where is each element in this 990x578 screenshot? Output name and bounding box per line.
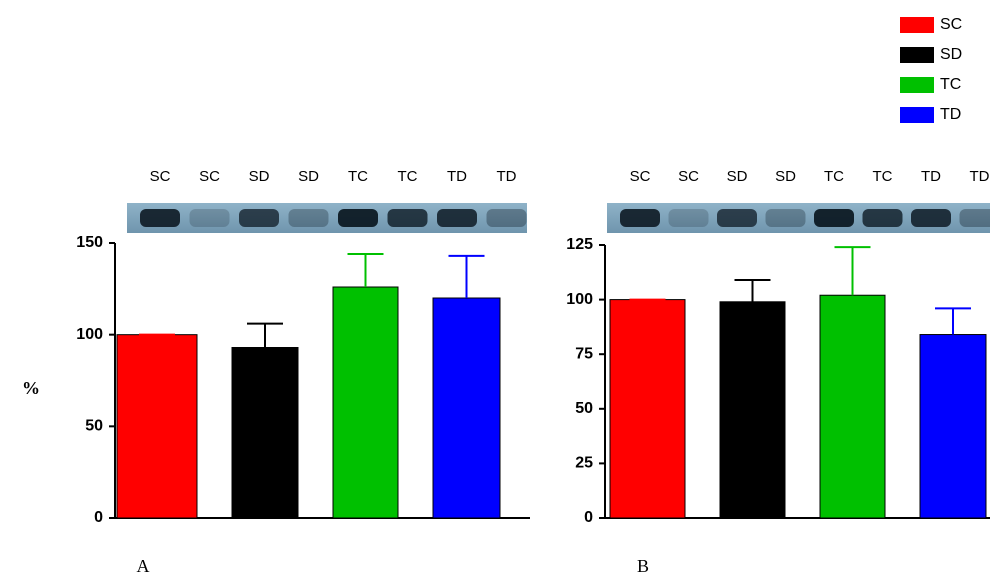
legend-swatch <box>900 17 934 33</box>
y-tick-label: 150 <box>76 234 103 251</box>
figure: SC SD TC TD SC SC SD SD TC TC TD TD 0 50 100 150% A SC SC S… <box>0 0 990 578</box>
panel-label: B <box>637 556 649 576</box>
blot-band <box>620 209 660 227</box>
error-bar <box>348 254 384 287</box>
blot-band <box>437 209 477 227</box>
bar <box>820 295 885 518</box>
legend-label: SC <box>940 16 962 33</box>
bar <box>920 335 986 518</box>
lane-label: TD <box>921 168 941 185</box>
lane-label: TC <box>398 168 418 185</box>
lane-label: SC <box>678 168 699 185</box>
y-tick-label: 50 <box>85 418 103 435</box>
legend-label: TC <box>940 76 961 93</box>
lane-label: SC <box>630 168 651 185</box>
lane-label: TD <box>497 168 517 185</box>
lane-label: TD <box>447 168 467 185</box>
blot-band <box>338 209 378 227</box>
lane-label: TC <box>824 168 844 185</box>
legend-label: TD <box>940 106 961 123</box>
lane-label: SD <box>727 168 748 185</box>
error-bar <box>735 280 771 302</box>
lane-label: TD <box>970 168 990 185</box>
error-bar <box>449 256 485 298</box>
y-tick-label: 0 <box>584 509 593 526</box>
bar <box>117 335 197 518</box>
error-bar <box>935 308 971 334</box>
lane-label: SC <box>150 168 171 185</box>
blot-band <box>717 209 757 227</box>
y-tick-label: 50 <box>575 400 593 417</box>
lane-label: SD <box>249 168 270 185</box>
bar <box>433 298 500 518</box>
y-tick-label: 75 <box>575 345 593 362</box>
blot-band <box>863 209 903 227</box>
lane-label: SD <box>298 168 319 185</box>
lane-label: SC <box>199 168 220 185</box>
blot-band <box>814 209 854 227</box>
bar <box>720 302 785 518</box>
lane-label: TC <box>873 168 893 185</box>
blot-band <box>669 209 709 227</box>
y-tick-label: 100 <box>566 291 593 308</box>
blot-band <box>140 209 180 227</box>
panel-label: A <box>137 556 150 576</box>
bar <box>333 287 398 518</box>
legend-swatch <box>900 47 934 63</box>
legend-label: SD <box>940 46 962 63</box>
y-tick-label: 0 <box>94 509 103 526</box>
blot-band <box>487 209 527 227</box>
blot-band <box>190 209 230 227</box>
blot-band <box>388 209 428 227</box>
blot-band <box>911 209 951 227</box>
blot-band <box>239 209 279 227</box>
legend-swatch <box>900 107 934 123</box>
bar <box>232 348 298 519</box>
blot-band <box>289 209 329 227</box>
y-axis-label: % <box>22 378 40 398</box>
bar <box>610 300 685 518</box>
y-tick-label: 25 <box>575 455 593 472</box>
lane-label: SD <box>775 168 796 185</box>
y-tick-label: 125 <box>566 236 593 253</box>
y-tick-label: 100 <box>76 326 103 343</box>
lane-label: TC <box>348 168 368 185</box>
legend-swatch <box>900 77 934 93</box>
blot-band <box>960 209 990 227</box>
error-bar <box>835 247 871 295</box>
error-bar <box>247 324 283 348</box>
blot-band <box>766 209 806 227</box>
